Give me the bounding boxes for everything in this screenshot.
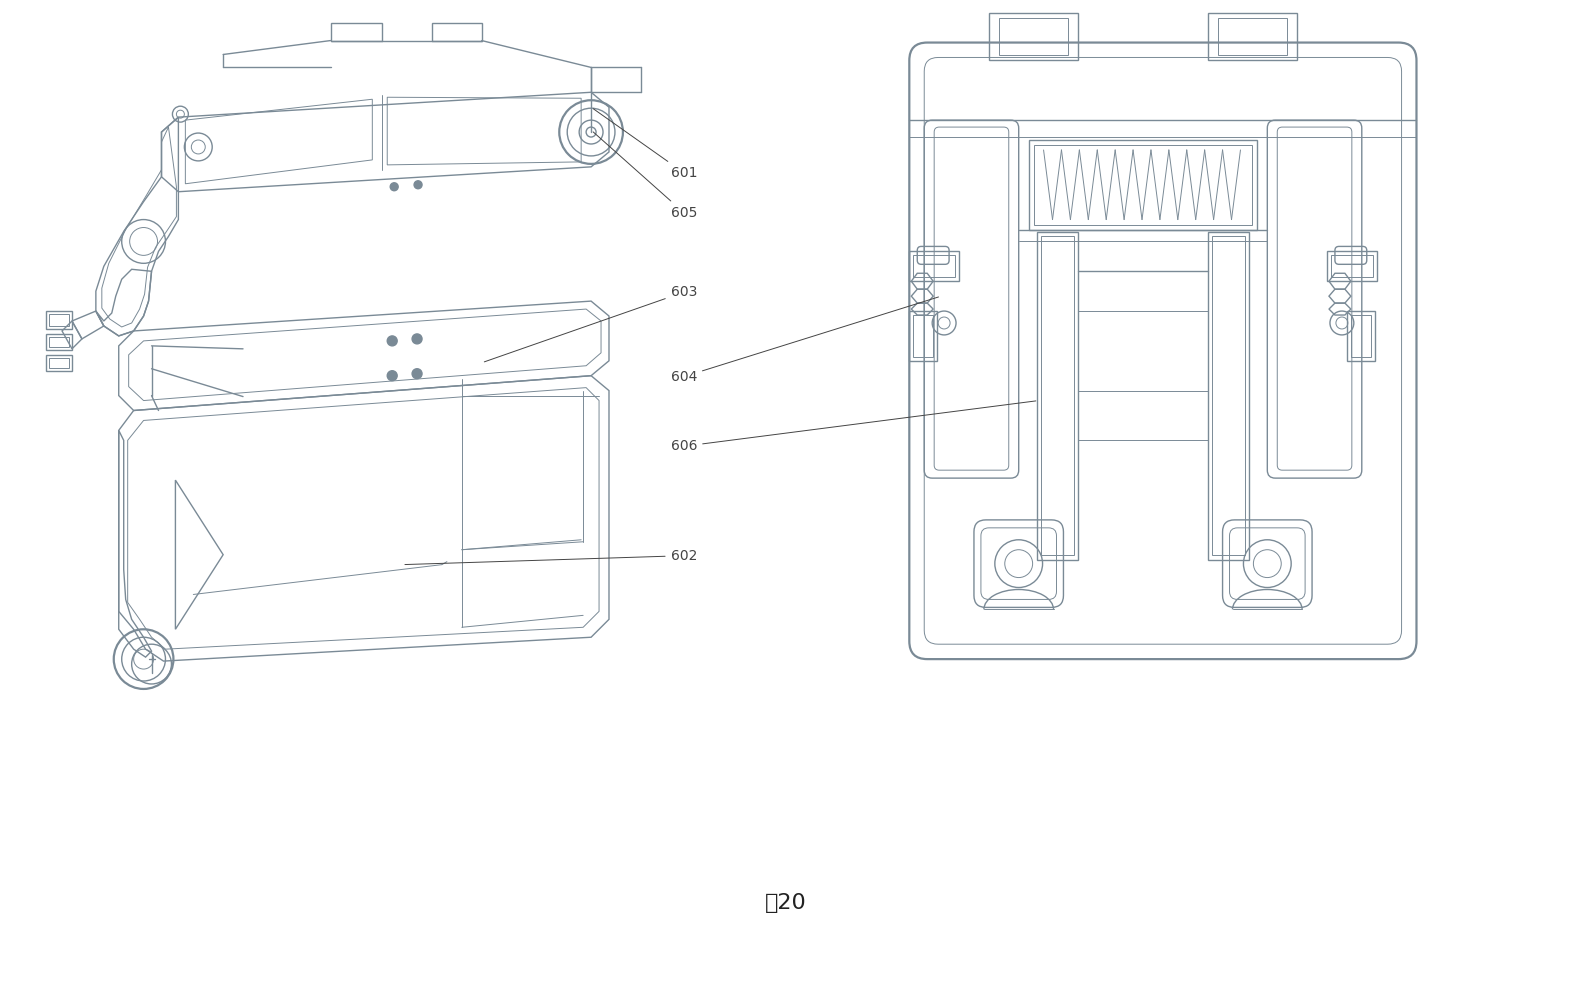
Circle shape	[414, 181, 422, 189]
Text: 606: 606	[670, 401, 1037, 453]
Bar	[1351, 315, 1370, 357]
Bar	[49, 337, 69, 347]
Circle shape	[412, 369, 422, 379]
Bar	[49, 358, 69, 368]
Text: 601: 601	[593, 109, 697, 180]
Bar	[1208, 13, 1298, 60]
Bar	[1328, 251, 1376, 281]
Bar	[914, 315, 933, 357]
Bar	[909, 251, 960, 281]
Bar	[1037, 232, 1079, 560]
Text: 604: 604	[670, 297, 939, 384]
Bar	[1033, 145, 1252, 225]
Bar	[46, 311, 72, 329]
Bar	[999, 18, 1068, 55]
Bar	[1041, 236, 1074, 555]
Bar	[1331, 255, 1373, 277]
Bar	[1029, 140, 1257, 230]
Bar	[1208, 232, 1249, 560]
Bar	[46, 355, 72, 371]
Text: 图20: 图20	[764, 893, 807, 913]
Circle shape	[387, 336, 396, 346]
Text: 605: 605	[593, 132, 697, 220]
Bar	[46, 334, 72, 350]
Circle shape	[387, 371, 396, 381]
Text: 603: 603	[484, 285, 697, 362]
Circle shape	[412, 334, 422, 344]
Bar	[1211, 236, 1246, 555]
Bar	[914, 255, 955, 277]
Text: 602: 602	[404, 549, 697, 565]
Bar	[909, 311, 938, 361]
Bar	[49, 314, 69, 326]
Bar	[989, 13, 1079, 60]
Bar	[1346, 311, 1375, 361]
Bar	[1218, 18, 1287, 55]
Circle shape	[390, 183, 398, 191]
